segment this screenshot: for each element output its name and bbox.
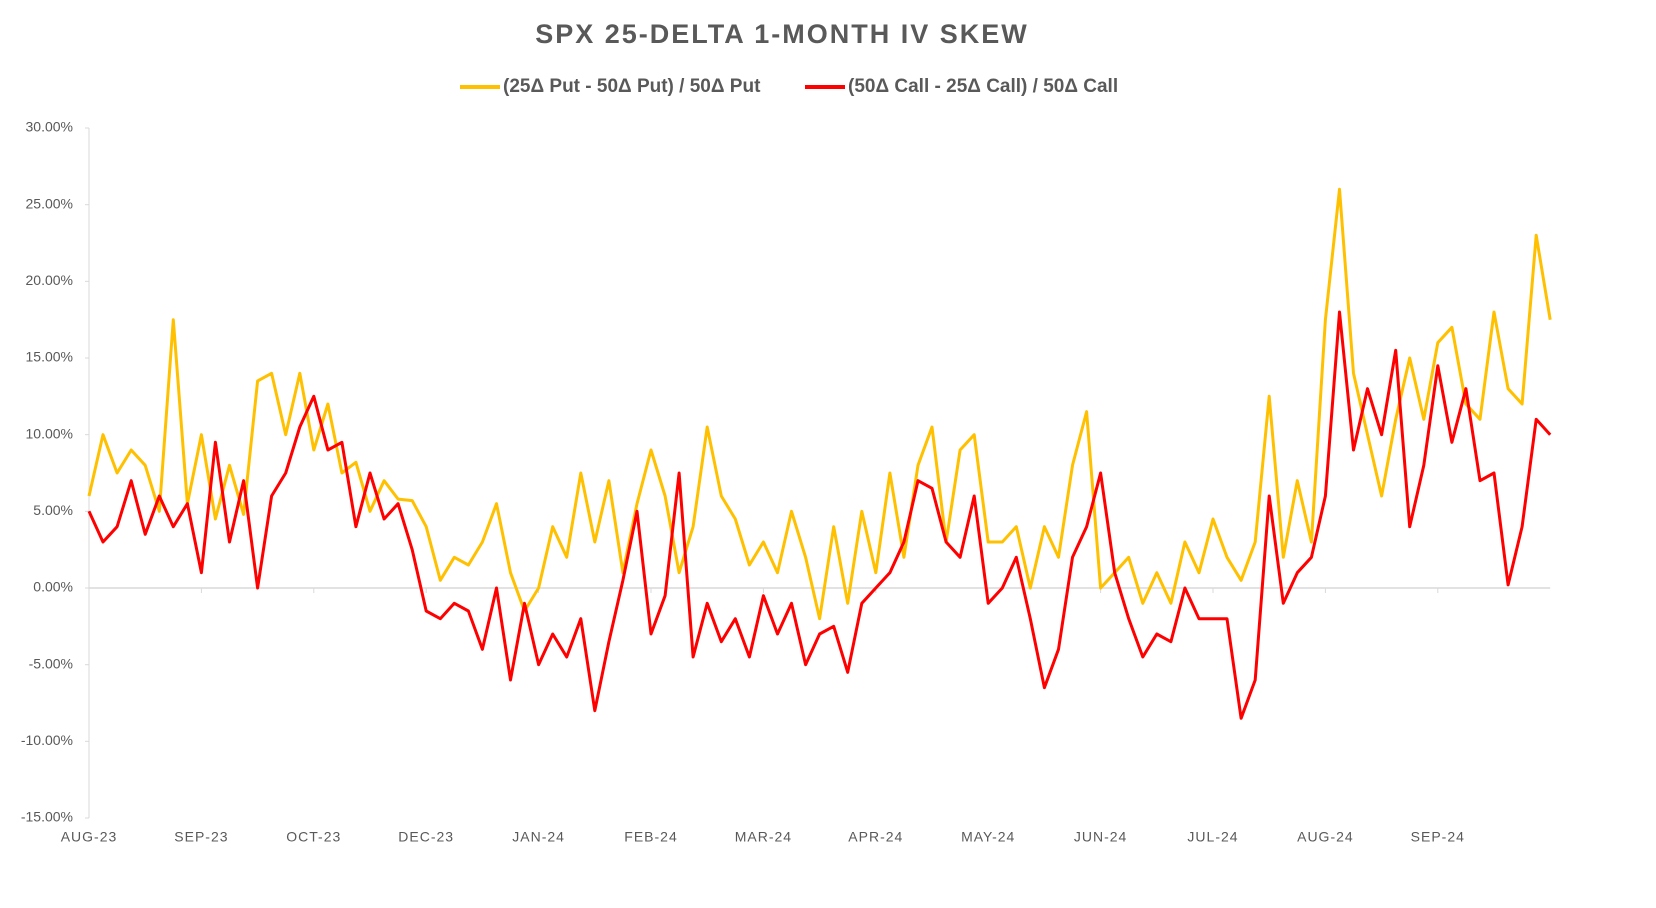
y-tick-label: -15.00% [21, 809, 73, 825]
x-tick-label: DEC-23 [398, 829, 454, 845]
y-tick-label: 25.00% [26, 195, 73, 211]
legend-label: (25Δ Put - 50Δ Put) / 50Δ Put [503, 76, 761, 97]
y-tick-label: 20.00% [26, 272, 73, 288]
y-tick-label: -5.00% [29, 655, 73, 671]
chart-title: SPX 25-DELTA 1-MONTH IV SKEW [535, 19, 1029, 49]
y-tick-label: 5.00% [33, 502, 73, 518]
x-tick-label: MAR-24 [735, 829, 792, 845]
x-tick-label: OCT-23 [286, 829, 341, 845]
y-tick-label: 15.00% [26, 349, 73, 365]
x-tick-label: APR-24 [848, 829, 903, 845]
legend-label: (50Δ Call - 25Δ Call) / 50Δ Call [848, 76, 1118, 97]
y-tick-label: 0.00% [33, 579, 73, 595]
y-tick-label: -10.00% [21, 732, 73, 748]
x-tick-label: JUL-24 [1187, 829, 1238, 845]
y-tick-label: 30.00% [26, 119, 73, 135]
y-tick-label: 10.00% [26, 425, 73, 441]
x-tick-label: SEP-23 [174, 829, 228, 845]
x-tick-label: JAN-24 [512, 829, 565, 845]
x-tick-label: SEP-24 [1411, 829, 1465, 845]
x-tick-label: MAY-24 [961, 829, 1015, 845]
series-line [87, 310, 1552, 720]
x-tick-label: JUN-24 [1074, 829, 1127, 845]
series-line [87, 187, 1552, 621]
x-tick-label: AUG-23 [61, 829, 118, 845]
x-tick-label: AUG-24 [1297, 829, 1354, 845]
x-tick-label: FEB-24 [624, 829, 677, 845]
